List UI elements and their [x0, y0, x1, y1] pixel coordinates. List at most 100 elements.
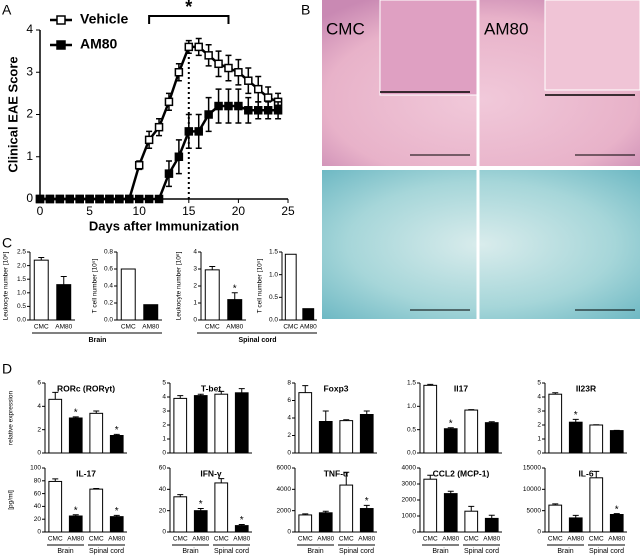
data-point [253, 106, 263, 115]
significance-label: * [233, 283, 237, 294]
data-point [125, 194, 134, 204]
bar [568, 517, 583, 533]
y-tick-label: 8 [287, 380, 291, 387]
y-tick-label: 4 [162, 394, 166, 401]
y-tick-label: 4 [287, 415, 291, 422]
y-tick-label: 4 [37, 403, 41, 410]
y-axis-label: relative expression [8, 391, 15, 446]
y-tick-label: 0 [537, 450, 541, 457]
chart-title: IFN-γ [200, 468, 222, 478]
significance-bracket [148, 15, 230, 24]
y-tick-label: 0.8 [104, 249, 113, 256]
bar [89, 412, 104, 454]
x-tick-label: AM80 [226, 324, 243, 331]
bar [443, 493, 458, 533]
y-tick-label: 4 [193, 249, 197, 256]
lfb-stain [322, 170, 640, 319]
data-point [75, 194, 84, 204]
bar [423, 478, 438, 533]
x-tick-label: CMC [121, 324, 136, 331]
group-label: Brain [182, 548, 198, 555]
error-bar [593, 470, 600, 478]
error-bar [60, 275, 67, 285]
bar [609, 430, 624, 454]
y-tick-label: 2 [537, 422, 541, 429]
data-point [184, 127, 194, 136]
error-bar [343, 419, 350, 421]
group-label: Spinal cord [464, 548, 499, 555]
x-tick-label: 15 [182, 204, 196, 218]
bar [548, 393, 563, 454]
y-axis-label: Clinical EAE Score [5, 56, 20, 172]
y-tick-label: 3 [162, 408, 166, 415]
bar [359, 508, 374, 533]
error-bar [238, 388, 245, 393]
bar [68, 417, 83, 454]
y-tick-label: 3 [26, 64, 33, 78]
bar [193, 510, 208, 533]
bar [68, 515, 83, 533]
chart-title: RORc (RORγt) [57, 383, 115, 393]
x-tick-label: CMC [339, 536, 354, 543]
data-point [214, 101, 223, 111]
error-bar [238, 524, 245, 526]
data-point [194, 127, 203, 136]
error-bar [343, 471, 350, 486]
significance-label: * [74, 505, 78, 516]
data-point [184, 42, 194, 52]
data-point [45, 194, 55, 204]
error-bar [468, 505, 475, 512]
panel-label: A [2, 2, 12, 18]
bar [56, 284, 72, 321]
bar [298, 514, 313, 533]
y-tick-label: 20 [159, 507, 167, 514]
y-tick-label: 6 [37, 380, 41, 387]
error-bar [488, 514, 495, 519]
chart-title: CCL2 (MCP-1) [433, 468, 490, 478]
y-tick-label: 2.5 [17, 249, 26, 256]
legend-label: Vehicle [80, 11, 128, 27]
y-tick-label: 4 [26, 22, 33, 36]
error-bar [322, 510, 329, 513]
bar [339, 420, 354, 454]
y-tick-label: 3 [537, 408, 541, 415]
error-bar [302, 385, 309, 393]
x-tick-label: CMC [589, 536, 604, 543]
significance-label: * [574, 410, 578, 421]
y-tick-label: 3000 [402, 481, 417, 488]
y-tick-label: 1.5 [407, 380, 416, 387]
data-point [244, 76, 253, 85]
x-tick-label: CMC [205, 324, 220, 331]
bar [89, 488, 104, 533]
x-tick-label: 0 [37, 204, 44, 218]
y-tick-label: 60 [159, 465, 167, 472]
x-tick-label: AM80 [300, 324, 317, 331]
y-tick-label: 0 [26, 191, 33, 205]
y-tick-label: 4000 [277, 486, 292, 493]
bar [143, 304, 159, 321]
bar [193, 395, 208, 454]
error-bar [572, 514, 579, 518]
y-tick-label: 40 [34, 503, 42, 510]
image-label: CMC [326, 19, 365, 38]
data-point [65, 194, 75, 204]
bar [464, 510, 479, 533]
y-axis-label: T cell number [10⁵] [92, 259, 99, 314]
chart-title: T-bet [201, 383, 221, 393]
significance-label: * [240, 515, 244, 526]
y-tick-label: 1.5 [269, 249, 278, 256]
bar [234, 392, 249, 454]
error-bar [72, 514, 79, 516]
bar [214, 482, 229, 533]
group-label: Brain [557, 548, 573, 555]
bar [464, 409, 479, 454]
x-tick-label: CMC [464, 536, 479, 543]
panel-label: B [301, 2, 310, 18]
y-tick-label: 0.0 [104, 317, 113, 324]
x-tick-label: CMC [34, 324, 49, 331]
x-tick-label: CMC [173, 536, 188, 543]
x-tick-label: 25 [281, 204, 295, 218]
data-point [273, 106, 283, 115]
y-tick-label: 0 [193, 317, 197, 324]
